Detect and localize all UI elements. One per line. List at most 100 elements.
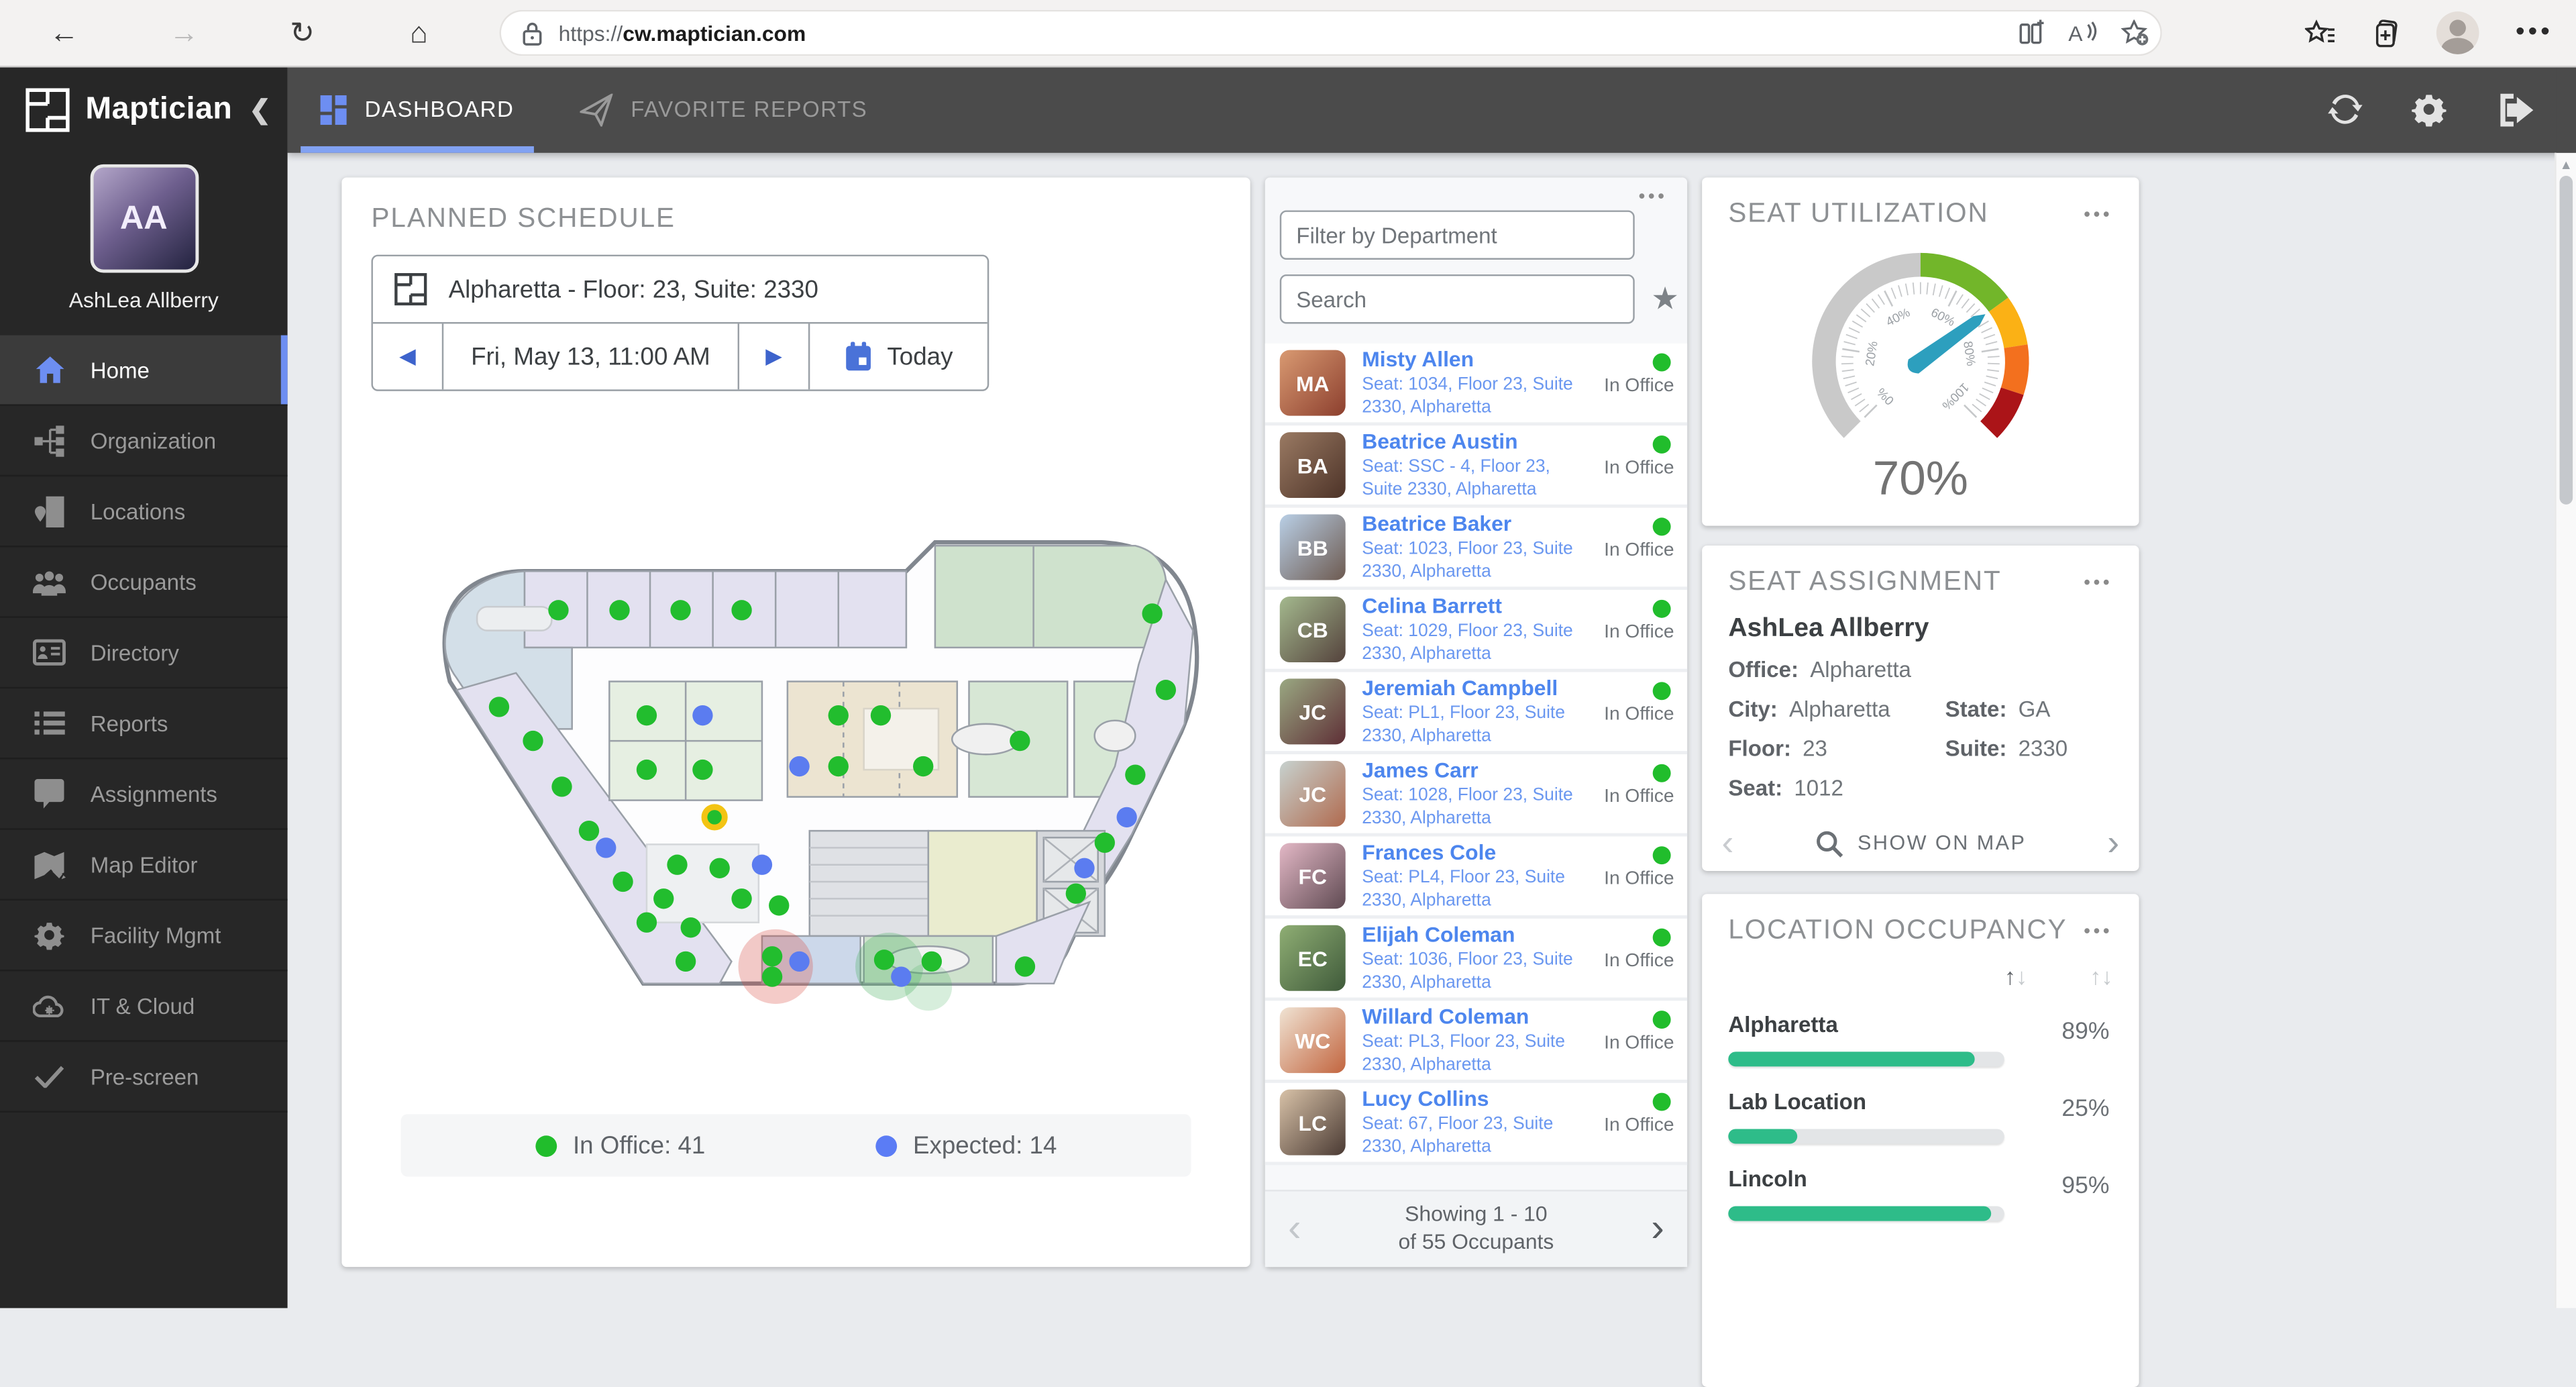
svg-text:0%: 0%	[1874, 385, 1896, 408]
occupant-name-link[interactable]: Elijah Coleman	[1362, 921, 1515, 947]
department-filter-input[interactable]	[1279, 210, 1635, 260]
user-avatar[interactable]: AA	[89, 164, 199, 273]
occupant-seat: Seat: 67, Floor 23, Suite 2330, Alpharet…	[1362, 1114, 1554, 1158]
occupant-row[interactable]: JC Jeremiah Campbell Seat: PL1, Floor 23…	[1265, 672, 1688, 755]
occupant-row[interactable]: JC James Carr Seat: 1028, Floor 23, Suit…	[1265, 754, 1688, 837]
status-label: In Office	[1604, 1033, 1674, 1054]
legend-expected: Expected: 14	[875, 1131, 1057, 1160]
page-scrollbar[interactable]: ▲	[2555, 152, 2576, 1308]
browser-refresh-icon[interactable]: ↻	[290, 15, 315, 49]
sidebar-item-map-editor[interactable]: Map Editor	[0, 830, 288, 901]
occupant-row[interactable]: LC Lucy Collins Seat: 67, Floor 23, Suit…	[1265, 1082, 1688, 1166]
settings-gear-icon[interactable]	[2412, 92, 2447, 127]
occupant-name-link[interactable]: Beatrice Baker	[1362, 511, 1512, 536]
sidebar-item-reports[interactable]: Reports	[0, 688, 288, 760]
sidebar-item-it-cloud[interactable]: IT & Cloud	[0, 971, 288, 1042]
page-next-icon[interactable]: ›	[1651, 1206, 1664, 1251]
read-aloud-icon[interactable]: A	[2068, 19, 2098, 46]
occupant-row[interactable]: FC Frances Cole Seat: PL4, Floor 23, Sui…	[1265, 836, 1688, 919]
date-next-button[interactable]: ▶	[739, 323, 810, 390]
sidebar-item-home[interactable]: Home	[0, 335, 288, 406]
add-favorite-icon[interactable]	[2121, 19, 2149, 46]
occupants-menu-icon[interactable]: •••	[1638, 187, 1668, 207]
browser-forward-icon[interactable]: →	[169, 15, 199, 49]
favorite-filter-star-icon[interactable]: ★	[1651, 282, 1679, 317]
today-button[interactable]: Today	[810, 323, 987, 389]
split-screen-icon[interactable]	[2019, 19, 2045, 46]
occupant-name-link[interactable]: Willard Coleman	[1362, 1004, 1529, 1029]
show-on-map-button[interactable]: SHOW ON MAP	[1733, 829, 2107, 858]
browser-back-icon[interactable]: ←	[49, 15, 79, 49]
seat-assignment-panel: SEAT ASSIGNMENT ••• AshLea Allberry Offi…	[1702, 546, 2139, 871]
assignment-next-icon[interactable]: ›	[2107, 821, 2120, 863]
status-dot-icon	[1652, 517, 1671, 536]
people-icon	[32, 568, 66, 596]
browser-menu-icon[interactable]: •••	[2515, 17, 2553, 46]
sort-by-percent-icon[interactable]: ↑↓	[2090, 963, 2113, 990]
occupant-seat: Seat: PL1, Floor 23, Suite 2330, Alphare…	[1362, 703, 1565, 746]
date-value[interactable]: Fri, May 13, 11:00 AM	[443, 323, 740, 390]
sidebar-item-label: Reports	[90, 711, 168, 735]
assignment-occupant-name: AshLea Allberry	[1728, 614, 1929, 643]
sidebar-item-facility-mgmt[interactable]: Facility Mgmt	[0, 901, 288, 972]
sort-by-name-icon[interactable]: ↑↓	[2004, 963, 2028, 990]
occupant-row[interactable]: MA Misty Allen Seat: 1034, Floor 23, Sui…	[1265, 343, 1688, 426]
sidebar-collapse-icon[interactable]: ❮	[249, 97, 272, 125]
browser-profile-avatar[interactable]	[2436, 11, 2479, 54]
location-occupancy-menu-icon[interactable]: •••	[2084, 921, 2113, 941]
sign-out-icon[interactable]	[2496, 93, 2534, 126]
user-name: AshLea Allberry	[68, 287, 219, 313]
sidebar-item-label: Map Editor	[90, 852, 198, 877]
occupant-avatar: MA	[1279, 350, 1346, 416]
tab-favorite-reports[interactable]: FAVORITE REPORTS	[547, 66, 900, 153]
occupant-row[interactable]: BB Beatrice Baker Seat: 1023, Floor 23, …	[1265, 507, 1688, 590]
refresh-icon[interactable]	[2328, 92, 2363, 126]
tab-dashboard[interactable]: DASHBOARD	[288, 66, 547, 153]
sidebar-item-label: Organization	[90, 427, 217, 453]
list-icon	[33, 710, 66, 736]
sidebar-item-label: Assignments	[90, 781, 217, 807]
date-prev-button[interactable]: ◀	[373, 323, 444, 390]
occupant-name-link[interactable]: Frances Cole	[1362, 839, 1497, 865]
occupancy-bar	[1728, 1129, 2004, 1144]
seat-utilization-title: SEAT UTILIZATION	[1728, 199, 1989, 229]
svg-text:40%: 40%	[1884, 305, 1913, 329]
sidebar-item-locations[interactable]: Locations	[0, 476, 288, 548]
scrollbar-up-icon[interactable]: ▲	[2559, 158, 2573, 173]
scrollbar-thumb[interactable]	[2559, 176, 2573, 505]
sidebar-item-pre-screen[interactable]: Pre-screen	[0, 1042, 288, 1113]
today-label: Today	[887, 342, 953, 371]
seat-assignment-menu-icon[interactable]: •••	[2084, 572, 2113, 593]
expected-dot-icon	[875, 1135, 897, 1156]
assignment-prev-icon[interactable]: ‹	[1721, 821, 1734, 863]
brand-name: Maptician	[85, 92, 233, 127]
favorites-icon[interactable]	[2305, 19, 2337, 47]
page-prev-icon[interactable]: ‹	[1288, 1206, 1301, 1251]
occupant-row[interactable]: WC Willard Coleman Seat: PL3, Floor 23, …	[1265, 1000, 1688, 1083]
occupant-row[interactable]: BA Beatrice Austin Seat: SSC - 4, Floor …	[1265, 425, 1688, 508]
sidebar-item-assignments[interactable]: Assignments	[0, 759, 288, 830]
browser-home-icon[interactable]: ⌂	[410, 15, 428, 49]
seat-utilization-panel: SEAT UTILIZATION ••• 0% 20% 40% 60% 80% 100% …	[1702, 177, 2139, 526]
occupant-row[interactable]: CB Celina Barrett Seat: 1029, Floor 23, …	[1265, 590, 1688, 672]
occupant-name-link[interactable]: Lucy Collins	[1362, 1086, 1489, 1111]
occupant-seat: Seat: 1029, Floor 23, Suite 2330, Alphar…	[1362, 621, 1573, 664]
occupant-name-link[interactable]: Misty Allen	[1362, 346, 1474, 372]
search-input[interactable]	[1279, 274, 1635, 324]
floor-plan-map[interactable]	[355, 398, 1237, 1101]
sidebar-item-occupants[interactable]: Occupants	[0, 548, 288, 618]
sidebar-item-directory[interactable]: Directory	[0, 618, 288, 689]
address-bar[interactable]: https://cw.maptician.com A	[499, 9, 2162, 56]
status-label: In Office	[1604, 458, 1674, 478]
occupant-name-link[interactable]: Celina Barrett	[1362, 593, 1502, 618]
occupant-row[interactable]: EC Elijah Coleman Seat: 1036, Floor 23, …	[1265, 918, 1688, 1001]
occupant-name-link[interactable]: James Carr	[1362, 757, 1479, 782]
seat-utilization-menu-icon[interactable]: •••	[2084, 204, 2113, 225]
occupant-name-link[interactable]: Jeremiah Campbell	[1362, 675, 1558, 701]
app-top-bar: DASHBOARD FAVORITE REPORTS	[287, 65, 2576, 153]
sidebar-item-organization[interactable]: Organization	[0, 406, 288, 477]
location-selector[interactable]: Alpharetta - Floor: 23, Suite: 2330	[372, 256, 987, 324]
collections-icon[interactable]	[2373, 19, 2401, 47]
field-seat: Seat: 1012	[1728, 775, 1843, 801]
occupant-name-link[interactable]: Beatrice Austin	[1362, 429, 1518, 454]
